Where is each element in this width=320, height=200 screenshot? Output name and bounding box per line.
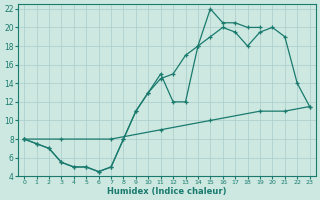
- X-axis label: Humidex (Indice chaleur): Humidex (Indice chaleur): [107, 187, 227, 196]
